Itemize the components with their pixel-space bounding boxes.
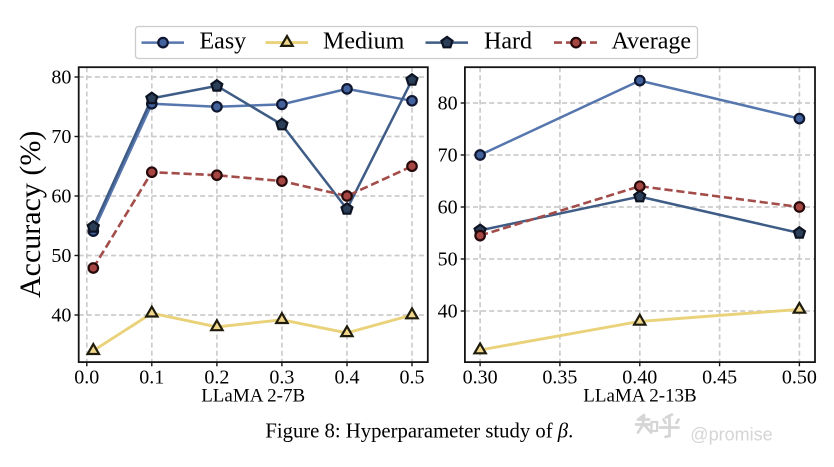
svg-text:@promise: @promise [690, 425, 772, 445]
svg-text:0.50: 0.50 [782, 366, 817, 388]
svg-text:0.40: 0.40 [622, 366, 657, 388]
svg-text:Average: Average [612, 29, 692, 55]
svg-text:Easy: Easy [200, 29, 247, 55]
svg-text:70: 70 [51, 126, 71, 148]
svg-text:Medium: Medium [323, 29, 405, 55]
svg-text:0.4: 0.4 [335, 366, 360, 388]
svg-text:0.35: 0.35 [542, 366, 577, 388]
svg-text:Accuracy (%): Accuracy (%) [14, 131, 47, 298]
svg-text:60: 60 [51, 186, 71, 208]
svg-text:0.0: 0.0 [74, 366, 99, 388]
svg-text:40: 40 [51, 305, 71, 327]
svg-text:50: 50 [438, 249, 458, 271]
svg-text:LLaMA 2-13B: LLaMA 2-13B [583, 385, 696, 406]
svg-text:Hard: Hard [484, 29, 532, 55]
svg-text:LLaMA 2-7B: LLaMA 2-7B [201, 385, 305, 406]
svg-text:80: 80 [438, 93, 458, 115]
svg-text:70: 70 [438, 145, 458, 167]
svg-text:0.2: 0.2 [204, 366, 229, 388]
svg-text:60: 60 [438, 197, 458, 219]
svg-text:0.5: 0.5 [400, 366, 425, 388]
svg-text:0.3: 0.3 [269, 366, 294, 388]
svg-text:40: 40 [438, 301, 458, 323]
svg-text:0.1: 0.1 [139, 366, 164, 388]
svg-text:Figure 8: Hyperparameter study: Figure 8: Hyperparameter study of β. [265, 420, 573, 442]
svg-text:80: 80 [51, 67, 71, 89]
svg-text:0.30: 0.30 [463, 366, 498, 388]
svg-text:0.45: 0.45 [702, 366, 737, 388]
svg-text:50: 50 [51, 245, 71, 267]
